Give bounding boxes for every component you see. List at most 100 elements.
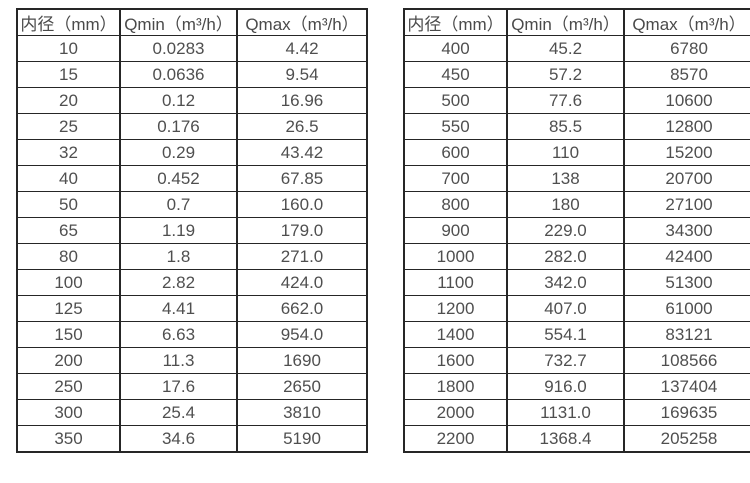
cell-diameter: 2000	[403, 399, 508, 426]
cell-qmin: 180	[506, 191, 625, 218]
table-row: 450 57.2 8570	[403, 61, 750, 88]
cell-diameter: 1000	[403, 243, 508, 270]
cell-qmax: 34300	[623, 217, 750, 244]
cell-diameter: 25	[16, 113, 121, 140]
cell-qmin: 110	[506, 139, 625, 166]
cell-qmin: 1.19	[119, 217, 238, 244]
cell-diameter: 20	[16, 87, 121, 114]
cell-qmax: 160.0	[236, 191, 368, 218]
cell-qmax: 42400	[623, 243, 750, 270]
cell-qmax: 3810	[236, 399, 368, 426]
cell-qmin: 6.63	[119, 321, 238, 348]
cell-qmin: 407.0	[506, 295, 625, 322]
cell-qmax: 15200	[623, 139, 750, 166]
table-row: 550 85.5 12800	[403, 113, 750, 140]
table-row: 80 1.8 271.0	[16, 243, 368, 270]
table-row: 65 1.19 179.0	[16, 217, 368, 244]
cell-qmin: 4.41	[119, 295, 238, 322]
cell-qmin: 0.0636	[119, 61, 238, 88]
cell-qmin: 1368.4	[506, 425, 625, 453]
cell-qmin: 0.29	[119, 139, 238, 166]
cell-diameter: 1200	[403, 295, 508, 322]
cell-qmax: 205258	[623, 425, 750, 453]
table-row: 25 0.176 26.5	[16, 113, 368, 140]
table-row: 50 0.7 160.0	[16, 191, 368, 218]
table-row: 250 17.6 2650	[16, 373, 368, 400]
cell-diameter: 600	[403, 139, 508, 166]
cell-diameter: 2200	[403, 425, 508, 453]
cell-qmin: 1131.0	[506, 399, 625, 426]
cell-diameter: 15	[16, 61, 121, 88]
cell-qmin: 0.7	[119, 191, 238, 218]
table-row: 40 0.452 67.85	[16, 165, 368, 192]
cell-qmin: 45.2	[506, 35, 625, 62]
flow-tables-container: 内径（mm） Qmin（m³/h） Qmax（m³/h） 10 0.0283 4.42 15…	[16, 8, 750, 453]
cell-diameter: 32	[16, 139, 121, 166]
table-row: 300 25.4 3810	[16, 399, 368, 426]
cell-qmin: 282.0	[506, 243, 625, 270]
cell-qmin: 1.8	[119, 243, 238, 270]
cell-qmin: 732.7	[506, 347, 625, 374]
cell-diameter: 550	[403, 113, 508, 140]
cell-qmax: 108566	[623, 347, 750, 374]
cell-qmin: 11.3	[119, 347, 238, 374]
cell-qmax: 137404	[623, 373, 750, 400]
table-row: 20 0.12 16.96	[16, 87, 368, 114]
table-row: 10 0.0283 4.42	[16, 35, 368, 62]
cell-qmax: 12800	[623, 113, 750, 140]
cell-qmin: 342.0	[506, 269, 625, 296]
table-row: 32 0.29 43.42	[16, 139, 368, 166]
cell-qmax: 43.42	[236, 139, 368, 166]
flow-table-large-diameters: 内径（mm） Qmin（m³/h） Qmax（m³/h） 400 45.2 6780 450…	[403, 8, 750, 453]
cell-qmin: 229.0	[506, 217, 625, 244]
table-row: 15 0.0636 9.54	[16, 61, 368, 88]
cell-diameter: 200	[16, 347, 121, 374]
col-header-diameter: 内径（mm）	[16, 8, 121, 36]
table-row: 100 2.82 424.0	[16, 269, 368, 296]
cell-diameter: 150	[16, 321, 121, 348]
cell-diameter: 40	[16, 165, 121, 192]
table-row: 2000 1131.0 169635	[403, 399, 750, 426]
cell-qmin: 17.6	[119, 373, 238, 400]
col-header-diameter: 内径（mm）	[403, 8, 508, 36]
cell-qmax: 61000	[623, 295, 750, 322]
cell-diameter: 1800	[403, 373, 508, 400]
cell-qmin: 85.5	[506, 113, 625, 140]
table-row: 800 180 27100	[403, 191, 750, 218]
cell-diameter: 125	[16, 295, 121, 322]
cell-qmax: 83121	[623, 321, 750, 348]
cell-qmax: 4.42	[236, 35, 368, 62]
cell-qmax: 67.85	[236, 165, 368, 192]
cell-diameter: 1100	[403, 269, 508, 296]
cell-diameter: 100	[16, 269, 121, 296]
cell-qmin: 77.6	[506, 87, 625, 114]
cell-qmin: 0.12	[119, 87, 238, 114]
header-row: 内径（mm） Qmin（m³/h） Qmax（m³/h）	[403, 8, 750, 36]
cell-diameter: 400	[403, 35, 508, 62]
cell-qmin: 0.176	[119, 113, 238, 140]
cell-qmax: 51300	[623, 269, 750, 296]
table-row: 1200 407.0 61000	[403, 295, 750, 322]
col-header-qmax: Qmax（m³/h）	[623, 8, 750, 36]
col-header-qmin: Qmin（m³/h）	[506, 8, 625, 36]
cell-diameter: 700	[403, 165, 508, 192]
cell-qmin: 0.0283	[119, 35, 238, 62]
cell-qmax: 10600	[623, 87, 750, 114]
table-row: 150 6.63 954.0	[16, 321, 368, 348]
cell-qmax: 5190	[236, 425, 368, 453]
cell-qmax: 1690	[236, 347, 368, 374]
cell-diameter: 65	[16, 217, 121, 244]
flow-table-small-diameters: 内径（mm） Qmin（m³/h） Qmax（m³/h） 10 0.0283 4.42 15…	[16, 8, 368, 453]
cell-qmax: 169635	[623, 399, 750, 426]
cell-diameter: 1600	[403, 347, 508, 374]
cell-diameter: 10	[16, 35, 121, 62]
cell-qmax: 424.0	[236, 269, 368, 296]
cell-diameter: 1400	[403, 321, 508, 348]
cell-qmax: 2650	[236, 373, 368, 400]
col-header-qmin: Qmin（m³/h）	[119, 8, 238, 36]
cell-qmin: 138	[506, 165, 625, 192]
cell-qmax: 271.0	[236, 243, 368, 270]
cell-qmax: 662.0	[236, 295, 368, 322]
cell-diameter: 500	[403, 87, 508, 114]
table-row: 125 4.41 662.0	[16, 295, 368, 322]
